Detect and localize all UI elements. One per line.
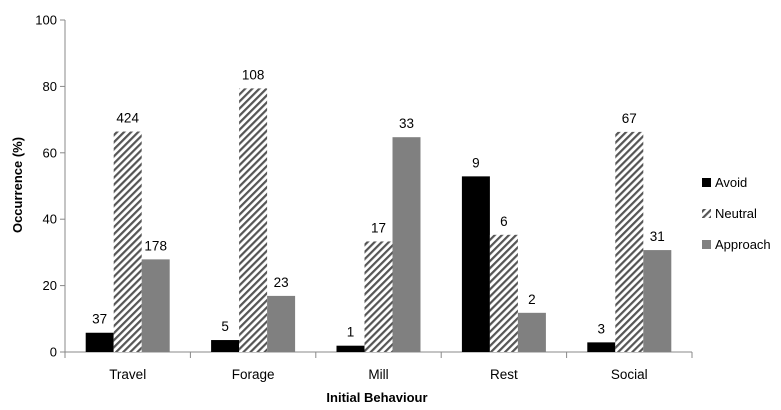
bar-avoid-travel xyxy=(85,332,114,352)
x-axis-title: Initial Behaviour xyxy=(326,390,427,405)
bar-avoid-mill xyxy=(336,345,365,352)
data-label: 108 xyxy=(242,67,265,82)
bar-approach-social xyxy=(643,250,672,352)
bar-avoid-rest xyxy=(461,176,490,352)
x-category-label: Rest xyxy=(490,367,518,382)
data-label: 9 xyxy=(472,155,480,170)
bar-neutral-rest xyxy=(489,234,518,352)
bar-approach-travel xyxy=(141,259,170,352)
bar-neutral-social xyxy=(615,131,644,352)
data-label: 17 xyxy=(371,220,386,235)
data-label: 6 xyxy=(500,214,508,229)
data-label: 23 xyxy=(274,275,289,290)
bar-approach-forage xyxy=(267,295,296,352)
data-label: 37 xyxy=(92,312,107,327)
x-category-label: Forage xyxy=(232,367,275,382)
data-label: 33 xyxy=(399,116,414,131)
data-label: 5 xyxy=(221,319,229,334)
legend-swatch-avoid xyxy=(702,178,711,187)
y-axis-title: Occurrence (%) xyxy=(10,137,25,233)
legend-swatch-neutral xyxy=(702,209,711,218)
bar-approach-rest xyxy=(517,312,546,352)
data-label: 2 xyxy=(528,292,536,307)
x-category-label: Social xyxy=(611,367,648,382)
data-label: 67 xyxy=(622,111,637,126)
bar-avoid-social xyxy=(587,342,616,352)
bar-neutral-travel xyxy=(113,131,142,352)
data-label: 424 xyxy=(116,111,139,126)
data-label: 31 xyxy=(650,229,665,244)
bar-avoid-forage xyxy=(211,340,240,352)
y-tick-label: 80 xyxy=(43,79,57,94)
legend-label-approach: Approach xyxy=(715,237,771,252)
y-tick-label: 60 xyxy=(43,145,57,160)
legend: Avoid Neutral Approach xyxy=(702,175,771,252)
data-label: 3 xyxy=(598,321,606,336)
legend-swatch-approach xyxy=(702,240,711,249)
y-tick-label: 40 xyxy=(43,212,57,227)
legend-label-avoid: Avoid xyxy=(715,175,747,190)
y-tick-label: 20 xyxy=(43,278,57,293)
y-tick-label: 0 xyxy=(50,345,57,360)
legend-label-neutral: Neutral xyxy=(715,206,757,221)
data-label: 178 xyxy=(144,238,167,253)
bar-neutral-forage xyxy=(239,88,268,352)
y-tick-label: 100 xyxy=(35,13,57,28)
x-category-label: Mill xyxy=(368,367,388,382)
data-label: 1 xyxy=(347,325,355,340)
x-category-label: Travel xyxy=(109,367,146,382)
bar-approach-mill xyxy=(392,137,421,352)
bar-neutral-mill xyxy=(364,241,393,352)
